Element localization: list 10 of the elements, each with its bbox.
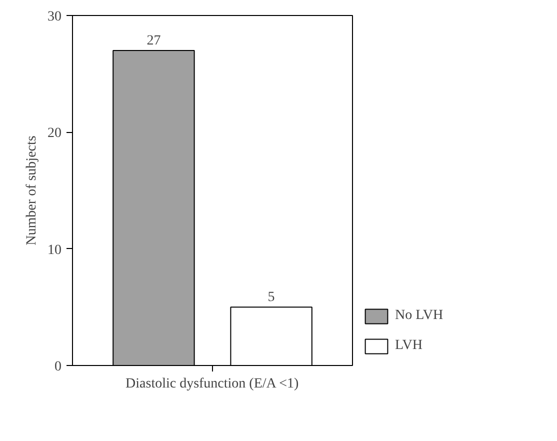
y-tick-label: 10 bbox=[48, 242, 62, 258]
y-tick-label: 20 bbox=[48, 126, 62, 142]
data-label: 5 bbox=[268, 290, 275, 306]
x-axis-title: Diastolic dysfunction (E/A <1) bbox=[126, 376, 300, 392]
legend-label: No LVH bbox=[395, 308, 444, 324]
y-tick-label: 30 bbox=[48, 10, 62, 24]
legend-label: LVH bbox=[395, 338, 422, 354]
y-axis-title: Number of subjects bbox=[24, 136, 40, 246]
data-label: 27 bbox=[146, 34, 161, 48]
y-tick-label: 0 bbox=[54, 360, 62, 374]
